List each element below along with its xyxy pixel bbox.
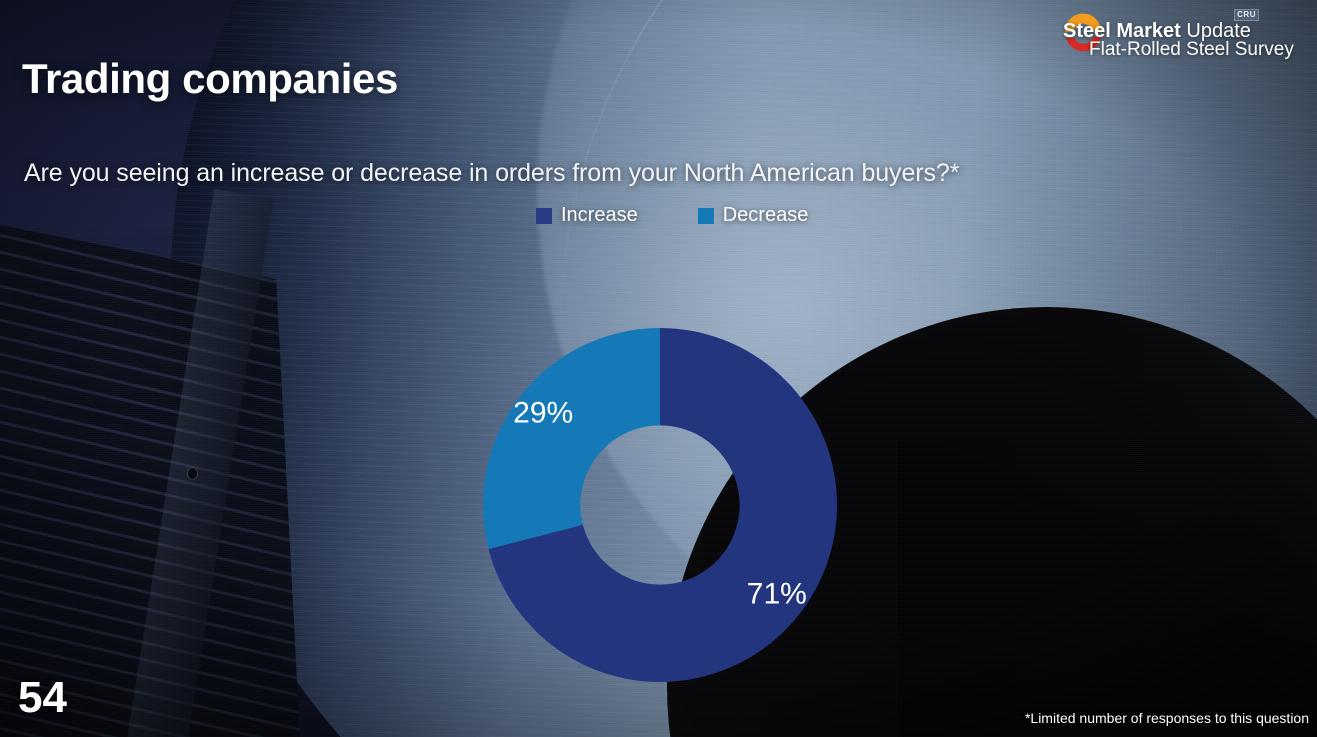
donut-chart: 71% 29% <box>483 328 837 682</box>
logo-text: Steel Market Update Flat-Rolled Steel Su… <box>1059 8 1311 60</box>
legend-swatch-increase <box>536 207 552 224</box>
donut-slice-decrease[interactable] <box>483 328 660 550</box>
legend-label-decrease: Decrease <box>722 204 809 226</box>
donut-value-label-decrease: 29% <box>513 396 573 429</box>
cru-badge: CRU <box>1234 9 1259 21</box>
logo-brand-bold: Steel Market <box>1063 20 1181 42</box>
legend-swatch-decrease <box>697 207 714 224</box>
logo-brand-line: Steel Market Update <box>1063 20 1251 43</box>
donut-value-label-increase: 71% <box>747 578 807 611</box>
page-title: Trading companies <box>22 55 398 102</box>
legend-item-increase[interactable]: Increase <box>536 204 638 227</box>
donut-slice-increase[interactable] <box>488 328 837 682</box>
logo-subtitle: Flat-Rolled Steel Survey <box>1089 39 1294 60</box>
page-number: 54 <box>18 673 67 722</box>
chart-legend: Increase Decrease <box>536 204 808 227</box>
legend-label-increase: Increase <box>561 204 638 226</box>
donut-slices <box>483 328 837 682</box>
legend-item-decrease[interactable]: Decrease <box>697 204 809 227</box>
survey-question: Are you seeing an increase or decrease i… <box>24 159 960 187</box>
brand-logo[interactable]: Steel Market Update Flat-Rolled Steel Su… <box>1059 8 1311 60</box>
steel-coil-swoosh-icon <box>1064 13 1101 52</box>
footnote: *Limited number of responses to this que… <box>1024 710 1309 726</box>
logo-brand-light: Update <box>1180 20 1251 42</box>
